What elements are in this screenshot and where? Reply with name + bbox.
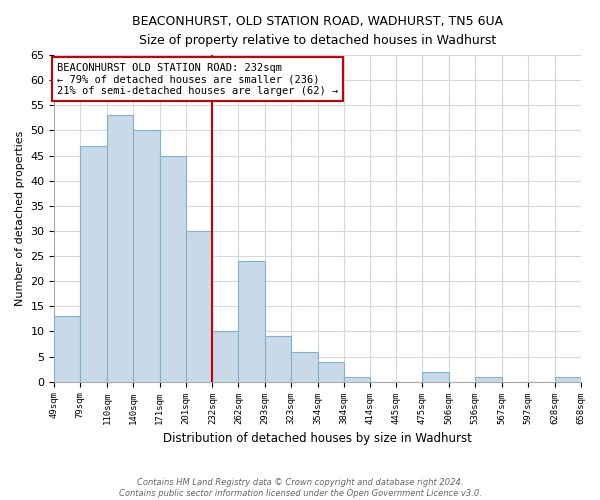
Bar <box>238 261 265 382</box>
Bar <box>55 316 80 382</box>
Bar <box>133 130 160 382</box>
Bar <box>291 352 318 382</box>
X-axis label: Distribution of detached houses by size in Wadhurst: Distribution of detached houses by size … <box>163 432 472 445</box>
Text: Contains HM Land Registry data © Crown copyright and database right 2024.
Contai: Contains HM Land Registry data © Crown c… <box>119 478 481 498</box>
Bar <box>475 376 502 382</box>
Bar <box>265 336 291 382</box>
Bar <box>186 231 212 382</box>
Bar <box>554 376 581 382</box>
Text: BEACONHURST OLD STATION ROAD: 232sqm
← 79% of detached houses are smaller (236)
: BEACONHURST OLD STATION ROAD: 232sqm ← 7… <box>57 62 338 96</box>
Title: BEACONHURST, OLD STATION ROAD, WADHURST, TN5 6UA
Size of property relative to de: BEACONHURST, OLD STATION ROAD, WADHURST,… <box>132 15 503 47</box>
Bar <box>318 362 344 382</box>
Bar <box>80 146 107 382</box>
Y-axis label: Number of detached properties: Number of detached properties <box>15 130 25 306</box>
Bar <box>107 116 133 382</box>
Bar <box>344 376 370 382</box>
Bar <box>160 156 186 382</box>
Bar <box>422 372 449 382</box>
Bar <box>212 332 238 382</box>
